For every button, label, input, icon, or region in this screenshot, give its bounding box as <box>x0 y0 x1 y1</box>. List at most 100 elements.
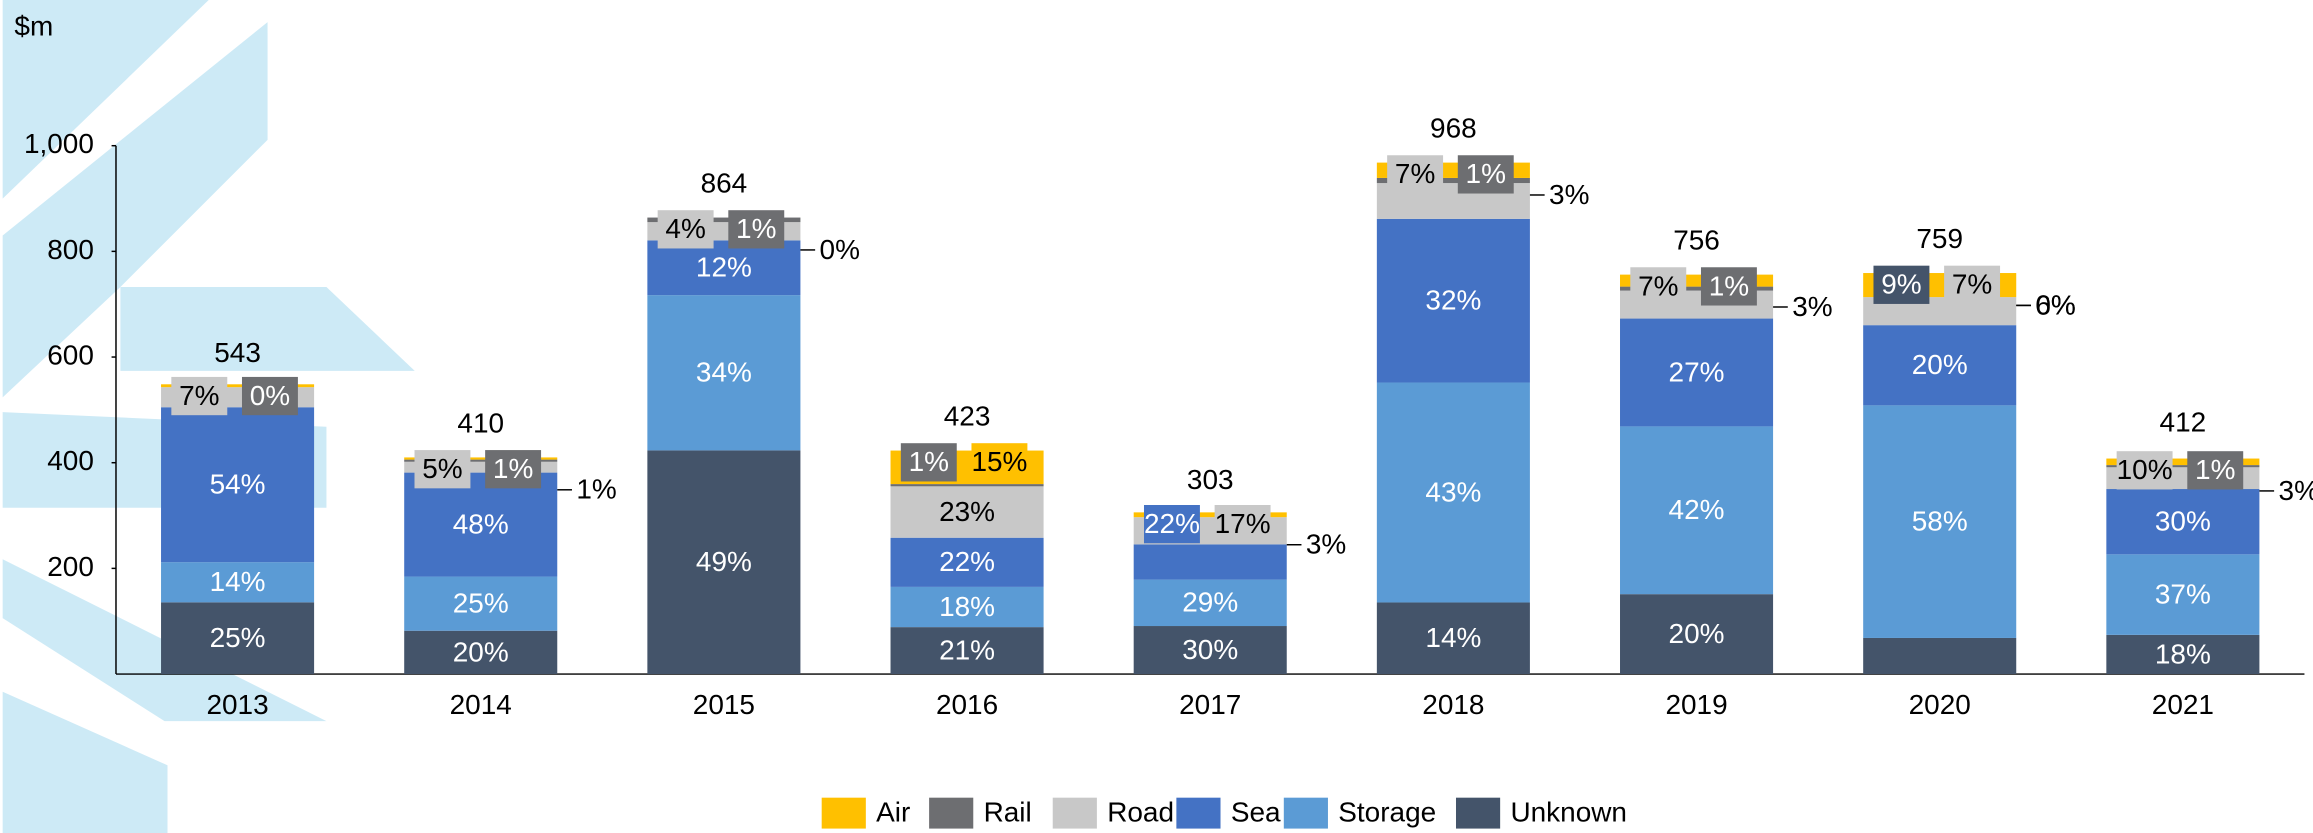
value-label: 20% <box>1669 618 1725 649</box>
value-label: 1% <box>576 474 616 505</box>
bar-segment <box>1863 637 2017 675</box>
value-label: 42% <box>1669 494 1725 525</box>
value-label: 37% <box>2155 578 2211 609</box>
legend-label: Storage <box>1338 796 1436 827</box>
bar-segment <box>2106 465 2260 468</box>
legend-label: Air <box>876 796 910 827</box>
x-tick-label: 2016 <box>936 689 998 720</box>
value-label: 43% <box>1425 476 1481 507</box>
value-label: 3% <box>2279 475 2313 506</box>
total-label: 303 <box>1187 464 1234 495</box>
bar-segment <box>161 602 315 675</box>
value-label: 1% <box>2195 454 2235 485</box>
value-label: 4% <box>665 213 705 244</box>
y-axis-label: $m <box>14 10 53 41</box>
legend-swatch <box>929 797 974 829</box>
value-label: 1% <box>736 213 776 244</box>
x-tick-label: 2017 <box>1179 689 1241 720</box>
total-label: 864 <box>701 168 748 199</box>
y-tick-label: 800 <box>47 234 94 265</box>
value-label: 14% <box>1425 622 1481 653</box>
value-label: 7% <box>1952 269 1992 300</box>
bar-segment <box>161 562 315 603</box>
value-label-box <box>1873 265 1930 304</box>
value-label: 0% <box>2035 289 2075 320</box>
value-label: 0% <box>250 380 290 411</box>
bar-segment <box>404 457 558 460</box>
bar-segment <box>1620 274 1774 287</box>
total-label: 412 <box>2160 406 2207 437</box>
value-label: 20% <box>453 636 509 667</box>
value-label: 58% <box>1912 506 1968 537</box>
legend-label: Sea <box>1231 796 1281 827</box>
bar-segment <box>404 630 558 675</box>
total-label: 756 <box>1673 225 1720 256</box>
value-label: 3% <box>1549 179 1589 210</box>
value-label-box <box>241 376 298 416</box>
total-label: 968 <box>1430 113 1477 144</box>
value-label: 7% <box>179 380 219 411</box>
value-label: 21% <box>939 634 995 665</box>
value-label: 49% <box>696 546 752 577</box>
y-tick-label: 600 <box>47 339 94 370</box>
bar-segment <box>647 450 801 675</box>
value-label: 29% <box>1182 587 1238 618</box>
total-label: 543 <box>214 337 261 368</box>
value-label: 1% <box>493 453 533 484</box>
value-label: 25% <box>453 588 509 619</box>
value-label-box <box>1457 155 1514 194</box>
value-label: 27% <box>1669 356 1725 387</box>
bar-segment <box>1620 318 1774 427</box>
x-tick-label: 2021 <box>2152 689 2214 720</box>
legend-swatch <box>1455 797 1501 829</box>
x-tick-label: 2020 <box>1909 689 1971 720</box>
x-tick-label: 2013 <box>206 689 268 720</box>
value-label: 54% <box>210 469 266 500</box>
bar-segment <box>1863 405 2017 638</box>
value-label-box <box>1143 505 1200 544</box>
value-label: 1% <box>1709 270 1749 301</box>
bar-segment <box>1133 579 1287 627</box>
value-label: 30% <box>2155 506 2211 537</box>
bar-segment <box>1376 177 1530 184</box>
value-label-box <box>414 450 471 489</box>
bar-segment <box>1376 218 1530 383</box>
bar-segment <box>161 407 315 563</box>
value-label: 1% <box>909 446 949 477</box>
bar-segment <box>890 537 1044 587</box>
value-label-box <box>485 450 542 489</box>
value-label: 48% <box>453 508 509 539</box>
value-label: 12% <box>696 252 752 283</box>
bar-segment <box>2106 489 2260 555</box>
value-label: 25% <box>210 622 266 653</box>
value-label-box <box>1630 267 1687 306</box>
total-label: 423 <box>944 401 991 432</box>
legend-swatch <box>1052 797 1097 829</box>
x-tick-label: 2015 <box>693 689 755 720</box>
bar-segment <box>2106 634 2260 675</box>
value-label: 5% <box>422 453 462 484</box>
value-label: 14% <box>210 566 266 597</box>
x-tick-label: 2014 <box>450 689 512 720</box>
bar-segment <box>1133 626 1287 675</box>
value-label: 22% <box>1144 508 1200 539</box>
bar-segment <box>1376 382 1530 603</box>
value-label-box <box>1214 505 1271 544</box>
bar-segment <box>647 240 801 296</box>
value-label: 15% <box>971 446 1027 477</box>
bar-segment <box>404 472 558 577</box>
value-label: 3% <box>1306 529 1346 560</box>
bar-segment <box>647 217 801 223</box>
value-label: 1% <box>1466 158 1506 189</box>
value-label-box <box>1700 267 1757 306</box>
value-label: 7% <box>1638 270 1678 301</box>
bar-segment <box>890 586 1044 628</box>
value-label: 34% <box>696 357 752 388</box>
value-label: 7% <box>1395 158 1435 189</box>
value-label-box <box>2116 451 2173 490</box>
y-tick-label: 400 <box>47 445 94 476</box>
x-tick-label: 2019 <box>1665 689 1727 720</box>
value-label: 18% <box>939 591 995 622</box>
bar-segment <box>1620 286 1774 291</box>
